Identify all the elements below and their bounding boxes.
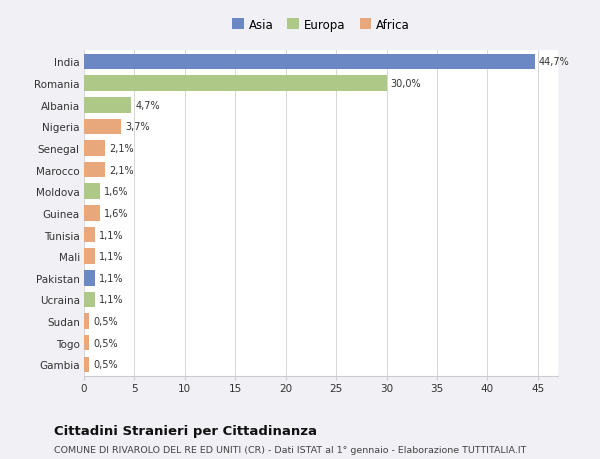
Bar (84, 76, 386, 92)
Bar (84, 313, 89, 329)
Text: 1,1%: 1,1% (99, 273, 124, 283)
Bar (84, 270, 95, 286)
Bar (84, 55, 535, 70)
Bar (84, 292, 95, 308)
Bar (84, 206, 100, 221)
Bar (84, 227, 95, 243)
Bar (84, 184, 100, 200)
Bar (84, 249, 95, 264)
Text: 1,6%: 1,6% (104, 187, 128, 197)
Text: Cittadini Stranieri per Cittadinanza: Cittadini Stranieri per Cittadinanza (54, 425, 317, 437)
Bar (84, 162, 105, 178)
Legend: Asia, Europa, Africa: Asia, Europa, Africa (227, 14, 415, 36)
Text: 1,1%: 1,1% (99, 295, 124, 305)
Text: 2,1%: 2,1% (109, 144, 134, 154)
Text: 1,1%: 1,1% (99, 252, 124, 262)
Bar (84, 335, 89, 351)
Text: 0,5%: 0,5% (93, 359, 118, 369)
Bar (84, 119, 121, 135)
Bar (84, 141, 105, 157)
Text: 1,1%: 1,1% (99, 230, 124, 240)
Text: 4,7%: 4,7% (136, 101, 160, 111)
Text: 0,5%: 0,5% (93, 316, 118, 326)
Text: 1,6%: 1,6% (104, 208, 128, 218)
Text: 3,7%: 3,7% (125, 122, 150, 132)
Text: 2,1%: 2,1% (109, 165, 134, 175)
Text: 44,7%: 44,7% (539, 57, 569, 67)
Text: 30,0%: 30,0% (391, 79, 421, 89)
Bar (84, 357, 89, 372)
Text: 0,5%: 0,5% (93, 338, 118, 348)
Bar (84, 98, 131, 113)
Text: COMUNE DI RIVAROLO DEL RE ED UNITI (CR) - Dati ISTAT al 1° gennaio - Elaborazion: COMUNE DI RIVAROLO DEL RE ED UNITI (CR) … (54, 445, 526, 454)
